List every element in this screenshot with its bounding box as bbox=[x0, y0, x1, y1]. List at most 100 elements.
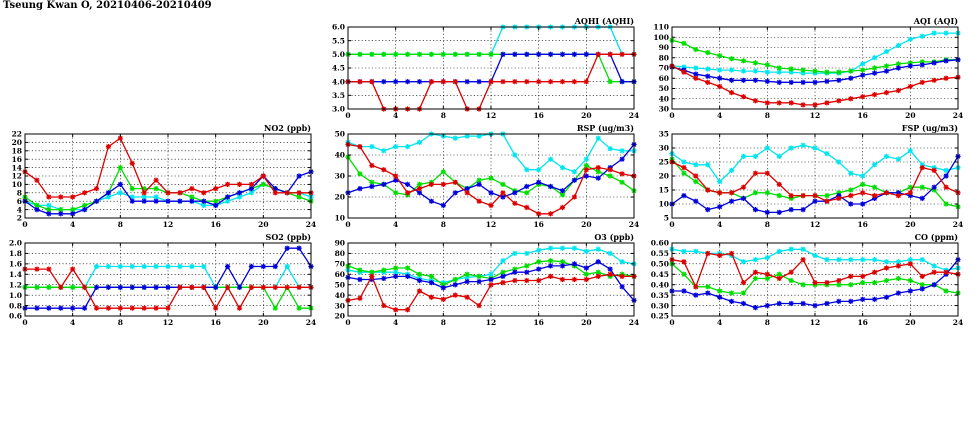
data-point-green bbox=[943, 288, 949, 294]
data-point-cyan bbox=[871, 162, 878, 168]
data-point-cyan bbox=[177, 263, 183, 270]
data-point-green bbox=[559, 192, 566, 198]
data-point-blue bbox=[752, 305, 759, 311]
data-point-red bbox=[536, 277, 542, 284]
y-tick-label: 90 bbox=[659, 43, 669, 52]
data-point-blue bbox=[547, 263, 554, 269]
data-point-cyan bbox=[512, 152, 518, 158]
data-point-red bbox=[931, 269, 937, 275]
data-point-green bbox=[907, 184, 913, 190]
data-point-red bbox=[824, 100, 830, 106]
data-point-red bbox=[836, 195, 842, 201]
data-point-blue bbox=[272, 263, 278, 270]
x-tick-label: 8 bbox=[118, 220, 123, 229]
data-point-blue bbox=[740, 300, 747, 307]
data-point-blue bbox=[512, 190, 518, 196]
data-point-cyan bbox=[740, 68, 747, 74]
data-point-red bbox=[919, 79, 925, 85]
data-point-red bbox=[871, 269, 878, 275]
data-point-cyan bbox=[559, 245, 566, 251]
data-point-red bbox=[46, 194, 52, 200]
data-point-green bbox=[34, 284, 40, 290]
data-point-blue bbox=[440, 202, 446, 208]
data-point-blue bbox=[58, 305, 64, 311]
data-point-red bbox=[404, 190, 411, 196]
data-point-cyan bbox=[693, 162, 699, 168]
data-point-cyan bbox=[788, 145, 794, 151]
x-tick-label: 8 bbox=[118, 318, 123, 327]
data-point-cyan bbox=[369, 144, 375, 150]
data-point-green bbox=[452, 51, 458, 57]
data-point-green bbox=[70, 207, 76, 213]
data-point-green bbox=[440, 282, 446, 288]
data-point-red bbox=[931, 77, 937, 83]
data-point-red bbox=[381, 302, 387, 309]
data-point-green bbox=[764, 275, 770, 282]
x-tick-label: 12 bbox=[486, 318, 496, 327]
data-point-red bbox=[860, 94, 866, 100]
y-tick-label: 80 bbox=[659, 53, 669, 62]
data-point-cyan bbox=[895, 156, 902, 162]
data-point-cyan bbox=[693, 65, 699, 71]
data-point-red bbox=[236, 181, 243, 187]
data-point-green bbox=[476, 273, 482, 279]
data-point-red bbox=[165, 305, 171, 311]
y-tick-label: 10 bbox=[335, 214, 345, 223]
data-point-red bbox=[788, 269, 794, 275]
data-point-red bbox=[717, 252, 723, 259]
data-point-green bbox=[357, 267, 363, 273]
data-point-blue bbox=[871, 195, 878, 201]
data-point-red bbox=[357, 144, 363, 150]
y-tick-label: 30 bbox=[659, 144, 669, 153]
data-point-blue bbox=[681, 288, 687, 294]
data-point-blue bbox=[607, 266, 613, 272]
x-tick-label: 4 bbox=[717, 111, 722, 120]
chart-title-aqhi: AQHI (AQHI) bbox=[574, 16, 635, 26]
data-point-blue bbox=[58, 211, 64, 217]
data-point-cyan bbox=[776, 248, 782, 254]
data-point-blue bbox=[740, 195, 747, 201]
data-point-cyan bbox=[464, 133, 470, 139]
y-tick-label: 0.50 bbox=[651, 260, 669, 269]
data-point-blue bbox=[619, 284, 625, 290]
data-point-green bbox=[404, 265, 411, 271]
data-point-green bbox=[824, 193, 830, 199]
y-tick-label: 10 bbox=[12, 180, 22, 189]
page-title: Tseung Kwan O, 20210406-20210409 bbox=[3, 0, 212, 11]
data-point-red bbox=[559, 79, 566, 85]
x-tick-label: 4 bbox=[393, 111, 398, 120]
data-point-green bbox=[788, 195, 794, 201]
data-point-blue bbox=[943, 58, 949, 64]
data-point-green bbox=[607, 173, 613, 179]
y-tick-label: 70 bbox=[659, 64, 669, 73]
data-point-green bbox=[357, 51, 363, 57]
data-point-blue bbox=[717, 75, 723, 81]
data-point-red bbox=[488, 202, 494, 208]
data-point-red bbox=[764, 170, 770, 176]
data-point-red bbox=[224, 284, 231, 290]
data-point-red bbox=[105, 144, 112, 150]
data-point-cyan bbox=[776, 153, 782, 159]
data-point-red bbox=[907, 83, 913, 90]
data-point-cyan bbox=[860, 61, 866, 67]
data-point-blue bbox=[428, 280, 435, 286]
data-point-red bbox=[681, 69, 687, 75]
y-tick-label: 2 bbox=[17, 214, 22, 223]
data-point-cyan bbox=[907, 36, 913, 42]
data-point-blue bbox=[500, 194, 506, 200]
y-tick-label: 0.25 bbox=[651, 312, 669, 321]
data-point-blue bbox=[728, 77, 735, 83]
data-point-red bbox=[165, 190, 171, 196]
data-point-red bbox=[488, 282, 494, 288]
y-tick-label: 0.8 bbox=[9, 301, 22, 310]
data-point-blue bbox=[393, 177, 399, 183]
data-point-green bbox=[524, 263, 530, 269]
y-tick-label: 3.0 bbox=[332, 105, 345, 114]
data-point-red bbox=[693, 173, 699, 179]
data-point-cyan bbox=[284, 263, 290, 270]
data-point-red bbox=[105, 305, 112, 311]
data-point-blue bbox=[907, 288, 913, 294]
data-point-green bbox=[440, 169, 446, 175]
data-point-red bbox=[284, 190, 290, 196]
